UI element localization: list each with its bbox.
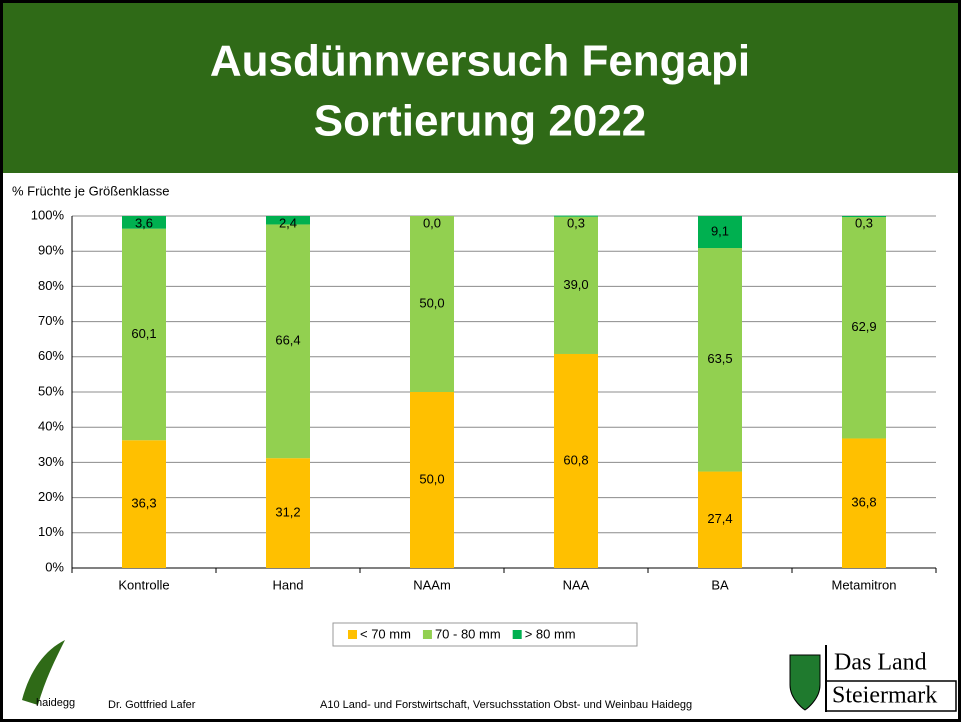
title: Ausdünnversuch Fengapi bbox=[210, 37, 750, 86]
data-label: 27,4 bbox=[707, 511, 732, 526]
legend-swatch bbox=[422, 630, 432, 639]
data-label: 60,1 bbox=[131, 326, 156, 341]
data-label: 50,0 bbox=[419, 471, 444, 486]
bar-segment bbox=[842, 217, 886, 439]
subtitle: Sortierung 2022 bbox=[314, 97, 647, 146]
y-tick-label: 90% bbox=[38, 243, 64, 258]
data-label: 31,2 bbox=[275, 505, 300, 520]
x-tick-label: BA bbox=[711, 577, 729, 592]
data-label: 50,0 bbox=[419, 295, 444, 310]
y-tick-label: 60% bbox=[38, 348, 64, 363]
legend-box bbox=[332, 622, 638, 647]
bar-segment bbox=[122, 216, 166, 229]
bar-segment bbox=[554, 353, 598, 568]
bar-segment bbox=[122, 228, 166, 441]
data-label: 0,0 bbox=[423, 215, 441, 230]
legend-label: > 80 mm bbox=[525, 626, 576, 641]
bar-segment bbox=[266, 224, 310, 459]
y-axis-label: % Früchte je Größenklasse bbox=[12, 183, 170, 198]
data-label: 9,1 bbox=[711, 223, 729, 238]
x-tick-label: NAA bbox=[563, 577, 590, 592]
author: Dr. Gottfried Lafer bbox=[108, 699, 196, 711]
legend-swatch bbox=[348, 630, 357, 639]
haidegg-logo bbox=[22, 640, 65, 705]
header bbox=[3, 3, 958, 173]
legend-label: 70 - 80 mm bbox=[435, 626, 501, 641]
bar-segment bbox=[554, 215, 598, 217]
data-label: 0,3 bbox=[855, 215, 873, 230]
data-label: 39,0 bbox=[563, 277, 588, 292]
bar-segment bbox=[266, 458, 310, 568]
brand-line1: Das Land bbox=[834, 650, 927, 676]
institution: A10 Land- und Forstwirtschaft, Versuchss… bbox=[320, 699, 692, 711]
coat-of-arms bbox=[789, 654, 821, 711]
bar-segment bbox=[698, 216, 742, 249]
data-label: 36,8 bbox=[851, 495, 876, 510]
data-label: 60,8 bbox=[563, 452, 588, 467]
bar-segment bbox=[842, 438, 886, 568]
logo-text: haidegg bbox=[36, 697, 75, 709]
bar-segment bbox=[698, 471, 742, 568]
y-tick-label: 100% bbox=[31, 207, 65, 222]
y-tick-label: 20% bbox=[38, 489, 64, 504]
data-label: 36,3 bbox=[131, 496, 156, 511]
data-label: 63,5 bbox=[707, 351, 732, 366]
y-tick-label: 0% bbox=[45, 559, 64, 574]
bar-segment bbox=[842, 216, 886, 218]
x-tick-label: Kontrolle bbox=[118, 577, 169, 592]
legend-swatch bbox=[512, 630, 522, 639]
data-label: 0,3 bbox=[567, 215, 585, 230]
y-tick-label: 10% bbox=[38, 524, 64, 539]
bar-segment bbox=[410, 216, 454, 392]
data-label: 3,6 bbox=[135, 215, 153, 230]
brand-box bbox=[825, 680, 957, 712]
brand-line2: Steiermark bbox=[832, 683, 937, 709]
y-tick-label: 40% bbox=[38, 419, 64, 434]
x-tick-label: Metamitron bbox=[831, 577, 896, 592]
data-label: 62,9 bbox=[851, 319, 876, 334]
y-tick-label: 80% bbox=[38, 278, 64, 293]
bar-segment bbox=[122, 440, 166, 568]
legend-label: < 70 mm bbox=[360, 626, 411, 641]
data-label: 2,4 bbox=[279, 215, 297, 230]
y-tick-label: 50% bbox=[38, 383, 64, 398]
bar-segment bbox=[554, 216, 598, 354]
bar-segment bbox=[410, 392, 454, 568]
y-tick-label: 30% bbox=[38, 454, 64, 469]
bar-segment bbox=[266, 216, 310, 225]
x-tick-label: Hand bbox=[272, 577, 303, 592]
y-tick-label: 70% bbox=[38, 313, 64, 328]
x-tick-label: NAAm bbox=[413, 577, 451, 592]
data-label: 66,4 bbox=[275, 333, 300, 348]
bar-segment bbox=[698, 248, 742, 472]
